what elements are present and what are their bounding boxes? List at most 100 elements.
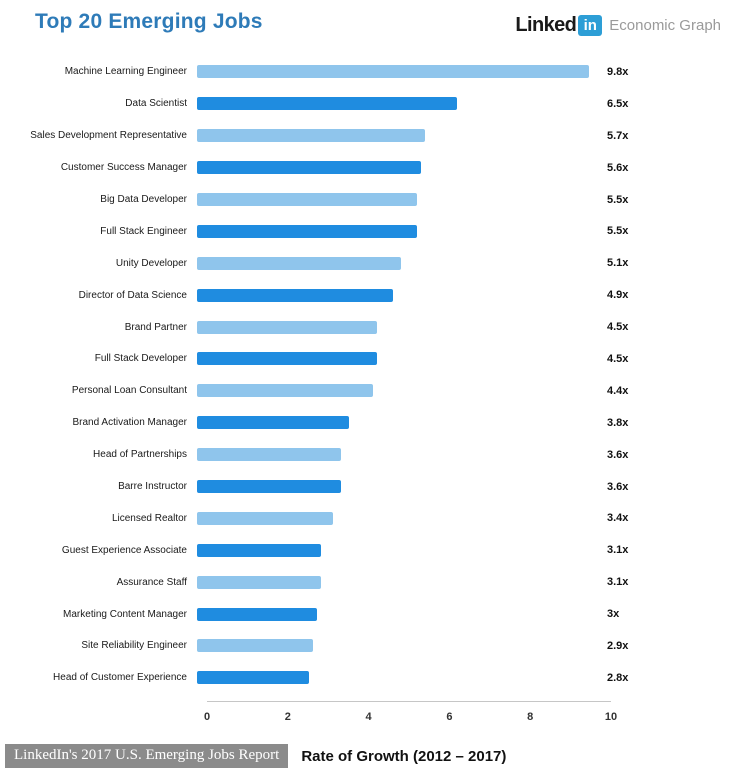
growth-bar (197, 224, 417, 238)
job-label: Full Stack Engineer (100, 225, 187, 237)
growth-value-label: 4.5x (607, 352, 629, 365)
chart-row: Assurance Staff 3.1x (0, 566, 735, 598)
growth-bar (197, 671, 309, 685)
job-label: Head of Partnerships (93, 449, 187, 461)
bar-track (197, 575, 597, 589)
bar-track (197, 224, 597, 238)
growth-bar (197, 639, 313, 653)
growth-value-label: 2.9x (607, 639, 629, 652)
growth-bar (197, 384, 373, 398)
growth-value-label: 3.6x (607, 448, 629, 461)
bar-track (197, 384, 597, 398)
chart-row: Brand Partner 4.5x (0, 311, 735, 343)
job-label: Licensed Realtor (111, 512, 187, 524)
x-axis-tick: 0 (203, 710, 211, 723)
bar-track (197, 97, 597, 111)
growth-value-label: 4.4x (607, 384, 629, 397)
growth-bar (197, 288, 393, 302)
growth-bar (197, 161, 421, 175)
growth-value-label: 3.1x (607, 544, 629, 557)
bar-track (197, 511, 597, 525)
job-label: Site Reliability Engineer (81, 640, 187, 652)
bar-track (197, 65, 597, 79)
bar-track (197, 161, 597, 175)
growth-bar (197, 97, 457, 111)
job-label: Data Scientist (125, 98, 187, 110)
chart-row: Barre Instructor 3.6x (0, 471, 735, 503)
x-axis-tick: 2 (284, 710, 291, 723)
job-label: Sales Development Representative (30, 130, 187, 142)
growth-bar (197, 416, 349, 430)
x-axis-tick: 4 (365, 710, 372, 723)
page-title: Top 20 Emerging Jobs (35, 10, 263, 33)
growth-bar (197, 65, 589, 79)
chart-header: Top 20 Emerging Jobs Linked in Economic … (0, 8, 735, 52)
growth-bar (197, 448, 341, 462)
job-label: Guest Experience Associate (61, 544, 187, 556)
growth-value-label: 5.5x (607, 193, 629, 206)
bar-track (197, 671, 597, 685)
source-badge: LinkedIn's 2017 U.S. Emerging Jobs Repor… (5, 744, 289, 768)
x-axis-title: Rate of Growth (2012 – 2017) (301, 747, 507, 765)
growth-bar (197, 256, 401, 270)
bar-track (197, 607, 597, 621)
bar-track (197, 256, 597, 270)
job-label: Marketing Content Manager (63, 608, 187, 620)
growth-value-label: 5.6x (607, 161, 629, 174)
growth-bar (197, 607, 317, 621)
bar-track (197, 416, 597, 430)
economic-graph-label: Economic Graph (609, 17, 721, 34)
chart-row: Sales Development Representative 5.7x (0, 120, 735, 152)
chart-row: Customer Success Manager 5.6x (0, 152, 735, 184)
chart-row: Brand Activation Manager 3.8x (0, 407, 735, 439)
growth-value-label: 5.7x (607, 129, 629, 142)
chart-row: Big Data Developer 5.5x (0, 184, 735, 216)
chart-row: Licensed Realtor 3.4x (0, 502, 735, 534)
growth-value-label: 3x (607, 608, 620, 621)
bar-track (197, 448, 597, 462)
chart-row: Guest Experience Associate 3.1x (0, 534, 735, 566)
job-label: Personal Loan Consultant (71, 385, 187, 397)
growth-value-label: 3.6x (607, 480, 629, 493)
growth-value-label: 5.5x (607, 225, 629, 238)
x-axis-tick: 10 (604, 710, 618, 723)
bar-chart: Machine Learning Engineer 9.8x Data Scient… (0, 56, 735, 727)
x-axis-tick: 8 (527, 710, 534, 723)
bar-track (197, 320, 597, 334)
job-label: Assurance Staff (116, 576, 187, 588)
chart-row: Head of Customer Experience 2.8x (0, 662, 735, 694)
growth-value-label: 5.1x (607, 257, 629, 270)
job-label: Customer Success Manager (60, 162, 187, 174)
bar-track (197, 480, 597, 494)
linkedin-logo-text: Linked (515, 14, 577, 36)
growth-value-label: 3.1x (607, 576, 629, 589)
growth-bar (197, 480, 341, 494)
chart-rows: Machine Learning Engineer 9.8x Data Scient… (0, 56, 735, 694)
job-label: Brand Activation Manager (72, 417, 187, 429)
growth-value-label: 4.9x (607, 289, 629, 302)
chart-row: Machine Learning Engineer 9.8x (0, 56, 735, 88)
growth-value-label: 3.8x (607, 416, 629, 429)
chart-footer: LinkedIn's 2017 U.S. Emerging Jobs Repor… (5, 744, 730, 768)
bar-track (197, 352, 597, 366)
chart-row: Full Stack Developer 4.5x (0, 343, 735, 375)
chart-row: Data Scientist 6.5x (0, 88, 735, 120)
bar-track (197, 288, 597, 302)
bar-track (197, 543, 597, 557)
growth-bar (197, 129, 425, 143)
job-label: Unity Developer (115, 257, 187, 269)
linkedin-in-icon: in (578, 15, 603, 36)
growth-bar (197, 320, 377, 334)
job-label: Director of Data Science (78, 289, 187, 301)
job-label: Full Stack Developer (94, 353, 187, 365)
growth-value-label: 2.8x (607, 671, 629, 684)
growth-bar (197, 511, 333, 525)
growth-bar (197, 352, 377, 366)
bar-track (197, 193, 597, 206)
growth-value-label: 4.5x (607, 321, 629, 334)
chart-row: Unity Developer 5.1x (0, 247, 735, 279)
linkedin-logo: Linked in Economic Graph (515, 14, 721, 37)
chart-row: Director of Data Science 4.9x (0, 279, 735, 311)
chart-row: Site Reliability Engineer 2.9x (0, 630, 735, 662)
